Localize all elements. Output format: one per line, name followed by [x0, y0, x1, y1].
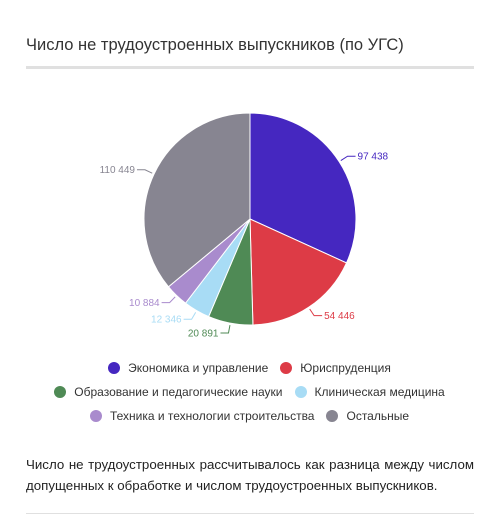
pie-slice-law[interactable] [249, 218, 348, 326]
legend-label-other: Остальные [346, 409, 410, 423]
legend-item-other[interactable]: Остальные [326, 409, 409, 423]
legend-label-education: Образование и педагогические науки [74, 385, 283, 399]
pie-slice-economics[interactable] [249, 112, 357, 264]
data-label-law: 54 446 [324, 311, 355, 322]
leader-line-economics [340, 155, 356, 161]
leader-line-law [309, 308, 323, 317]
legend-item-law[interactable]: Юриспруденция [280, 361, 391, 375]
legend-item-construction[interactable]: Техника и технологии строительства [89, 409, 315, 423]
legend-row-3: Техника и технологии строительства Остал… [0, 404, 499, 428]
legend-swatch-law [280, 362, 293, 374]
legend-swatch-medicine [294, 386, 307, 398]
chart-title: Число не трудоустроенных выпускников (по… [26, 36, 404, 54]
legend-item-economics[interactable]: Экономика и управление [108, 361, 268, 375]
data-label-other: 110 449 [100, 165, 136, 176]
data-label-education: 20 891 [188, 328, 219, 339]
data-label-economics: 97 438 [358, 152, 389, 163]
chart-legend: Экономика и управление Юриспруденция Обр… [0, 356, 499, 428]
legend-label-construction: Техника и технологии строительства [109, 409, 315, 423]
bottom-divider [26, 513, 474, 514]
leader-line-construction [161, 296, 176, 304]
footnote-text: Число не трудоустроенных рассчитывалось … [26, 457, 474, 493]
legend-item-medicine[interactable]: Клиническая медицина [294, 385, 445, 399]
legend-row-1: Экономика и управление Юриспруденция [0, 356, 499, 380]
pie-slice-other[interactable] [143, 112, 251, 288]
title-divider [26, 66, 474, 69]
pie-chart: 97 438 54 446 20 891 12 346 10 884 110 449 [100, 112, 389, 339]
legend-swatch-construction [89, 410, 102, 422]
legend-row-2: Образование и педагогические науки Клини… [0, 380, 499, 404]
leader-line-education [220, 325, 231, 334]
legend-swatch-education [54, 386, 67, 398]
leader-line-other [136, 169, 153, 174]
legend-label-medicine: Клиническая медицина [314, 385, 445, 399]
legend-label-economics: Экономика и управление [128, 361, 269, 375]
legend-label-law: Юриспруденция [300, 361, 391, 375]
data-label-medicine: 12 346 [151, 315, 182, 326]
legend-swatch-economics [108, 362, 121, 374]
legend-swatch-other [326, 410, 339, 422]
leader-line-medicine [183, 312, 197, 320]
data-label-construction: 10 884 [129, 298, 160, 309]
legend-item-education[interactable]: Образование и педагогические науки [54, 385, 283, 399]
